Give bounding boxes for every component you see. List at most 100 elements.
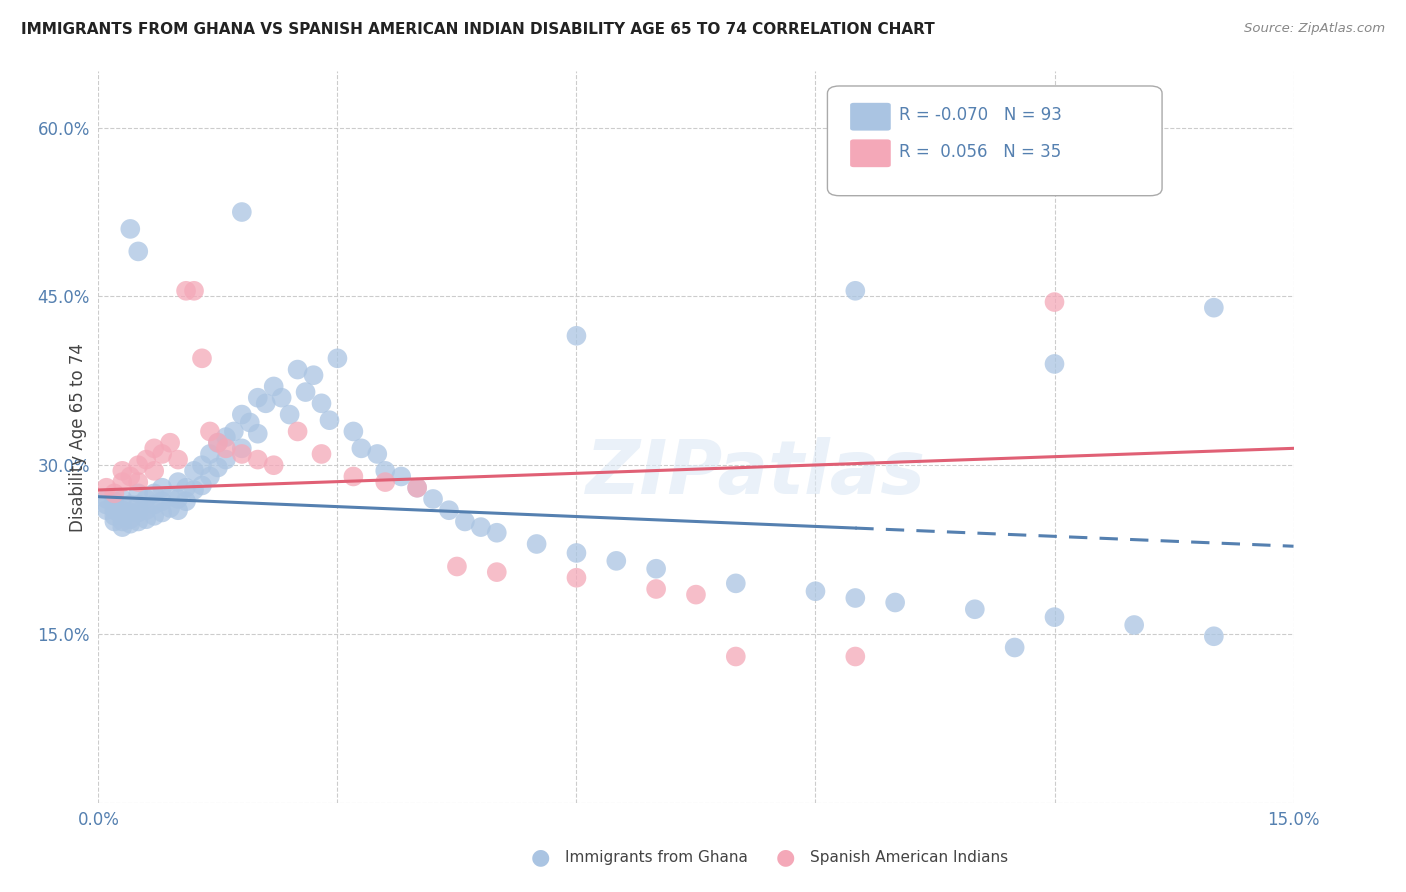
Point [844, 649, 866, 664]
Text: Immigrants from Ghana: Immigrants from Ghana [565, 850, 748, 865]
Point [215, 430, 238, 444]
Point [191, 478, 214, 492]
Point [111, 491, 134, 506]
Point [804, 584, 827, 599]
Point [318, 413, 340, 427]
Point [254, 396, 277, 410]
Point [96, 498, 118, 512]
Point [150, 481, 173, 495]
Point [207, 435, 229, 450]
Point [470, 520, 492, 534]
Point [111, 520, 134, 534]
Point [287, 425, 309, 439]
Point [120, 506, 142, 520]
Text: Source: ZipAtlas.com: Source: ZipAtlas.com [1244, 22, 1385, 36]
Point [1004, 640, 1026, 655]
FancyBboxPatch shape [851, 103, 891, 130]
Point [287, 362, 309, 376]
Point [294, 385, 316, 400]
Point [159, 490, 181, 504]
Point [135, 503, 157, 517]
Point [844, 284, 866, 298]
Point [374, 464, 396, 478]
Point [183, 464, 205, 478]
Point [374, 475, 396, 489]
Point [127, 244, 149, 259]
Point [231, 205, 253, 219]
Point [103, 508, 125, 523]
Point [167, 491, 190, 506]
Point [127, 486, 149, 500]
Point [198, 469, 221, 483]
Point [350, 442, 373, 456]
Point [135, 512, 157, 526]
Point [198, 425, 221, 439]
Point [526, 537, 548, 551]
Point [127, 515, 149, 529]
Point [167, 452, 190, 467]
Point [96, 491, 118, 506]
Point [1043, 295, 1066, 310]
Point [174, 481, 197, 495]
Point [342, 425, 364, 439]
Point [246, 426, 269, 441]
Text: ●: ● [531, 847, 550, 868]
Point [207, 435, 229, 450]
Point [485, 565, 508, 579]
Point [406, 481, 429, 495]
Point [1043, 357, 1066, 371]
Point [150, 447, 173, 461]
Point [454, 515, 477, 529]
Text: R =  0.056   N = 35: R = 0.056 N = 35 [900, 143, 1062, 161]
Point [159, 435, 181, 450]
Point [111, 475, 134, 489]
Point [143, 442, 166, 456]
Text: ZIPatlas: ZIPatlas [586, 437, 925, 510]
Point [103, 503, 125, 517]
Point [174, 494, 197, 508]
Point [111, 464, 134, 478]
Point [120, 222, 142, 236]
Point [231, 447, 253, 461]
Point [135, 452, 157, 467]
Point [565, 571, 588, 585]
FancyBboxPatch shape [851, 139, 891, 167]
Point [96, 503, 118, 517]
Point [150, 494, 173, 508]
Point [270, 391, 292, 405]
Point [183, 284, 205, 298]
Point [342, 469, 364, 483]
Point [174, 284, 197, 298]
Point [302, 368, 325, 383]
Point [143, 464, 166, 478]
Point [724, 649, 747, 664]
Point [231, 442, 253, 456]
Point [326, 351, 349, 366]
Point [311, 447, 333, 461]
Point [167, 475, 190, 489]
Point [1202, 629, 1225, 643]
Point [1202, 301, 1225, 315]
Point [366, 447, 388, 461]
Point [120, 498, 142, 512]
Point [111, 508, 134, 523]
Point [263, 458, 285, 473]
Point [150, 506, 173, 520]
Point [143, 498, 166, 512]
Text: Spanish American Indians: Spanish American Indians [810, 850, 1008, 865]
FancyBboxPatch shape [827, 86, 1163, 195]
Point [103, 486, 125, 500]
Point [111, 503, 134, 517]
Point [406, 481, 429, 495]
Point [246, 452, 269, 467]
Point [96, 481, 118, 495]
Point [231, 408, 253, 422]
Point [485, 525, 508, 540]
Point [191, 351, 214, 366]
Point [389, 469, 412, 483]
Point [135, 491, 157, 506]
Point [103, 494, 125, 508]
Text: R = -0.070   N = 93: R = -0.070 N = 93 [900, 106, 1062, 124]
Text: IMMIGRANTS FROM GHANA VS SPANISH AMERICAN INDIAN DISABILITY AGE 65 TO 74 CORRELA: IMMIGRANTS FROM GHANA VS SPANISH AMERICA… [21, 22, 935, 37]
Point [127, 458, 149, 473]
